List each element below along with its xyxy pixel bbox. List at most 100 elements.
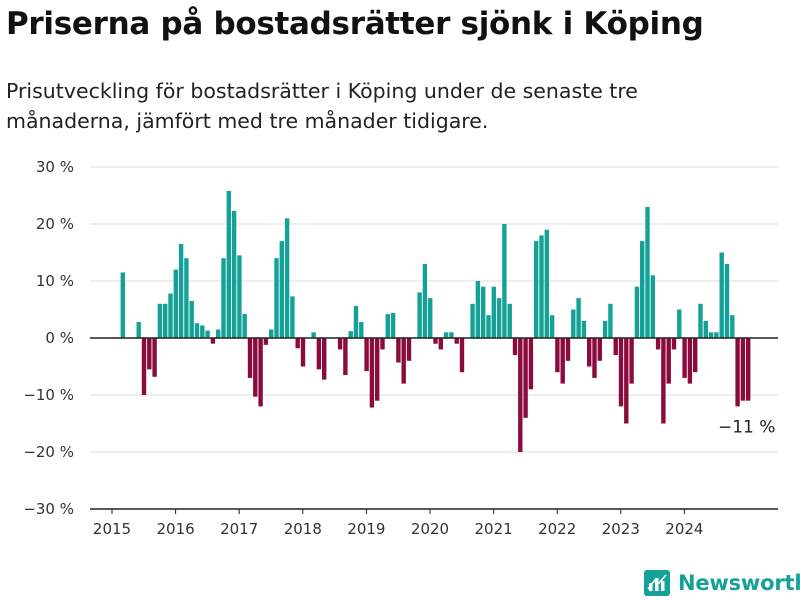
bar xyxy=(295,338,300,349)
bar xyxy=(661,338,666,424)
bar xyxy=(724,263,730,338)
axes xyxy=(90,337,778,514)
chart-subtitle: Prisutveckling för bostadsrätter i Köpin… xyxy=(6,79,638,133)
x-tick-label: 2015 xyxy=(93,520,131,538)
bar xyxy=(618,338,624,407)
x-tick-label: 2022 xyxy=(538,520,576,538)
y-tick-label: 20 % xyxy=(36,215,74,233)
bar xyxy=(406,338,412,361)
bar xyxy=(645,206,650,338)
bar xyxy=(687,338,693,384)
bars xyxy=(120,190,751,452)
bar xyxy=(221,258,226,338)
bar xyxy=(481,286,486,338)
bar xyxy=(518,338,523,452)
bar xyxy=(253,338,258,397)
bar xyxy=(597,338,602,361)
bar xyxy=(576,298,581,338)
bar xyxy=(470,303,475,338)
bar xyxy=(475,281,481,338)
bar xyxy=(390,312,396,338)
bar xyxy=(258,338,263,407)
bar xyxy=(385,314,390,338)
bar xyxy=(396,338,401,363)
bar xyxy=(740,338,746,401)
bar xyxy=(284,218,290,338)
bar xyxy=(539,235,544,338)
x-tick-label: 2020 xyxy=(411,520,449,538)
bar xyxy=(263,338,269,345)
bar xyxy=(120,272,125,338)
bar xyxy=(343,338,348,376)
y-tick-label: −10 % xyxy=(23,386,74,404)
brand-name: Newsworthy xyxy=(678,571,800,595)
bar xyxy=(544,229,549,338)
bar xyxy=(433,338,438,344)
y-tick-label: 10 % xyxy=(36,272,74,290)
bar xyxy=(417,292,422,338)
bar xyxy=(735,338,740,407)
bar xyxy=(613,338,618,356)
y-tick-label: 30 % xyxy=(36,158,74,176)
bar xyxy=(571,309,576,338)
bar xyxy=(401,338,406,384)
bar xyxy=(152,338,157,377)
bar xyxy=(592,338,597,378)
bar xyxy=(269,329,274,338)
bar xyxy=(565,338,571,361)
bar xyxy=(512,338,518,356)
bar xyxy=(555,338,560,373)
bar xyxy=(677,309,682,338)
bar xyxy=(486,315,491,338)
bar xyxy=(380,338,385,350)
bar xyxy=(147,338,152,370)
bar xyxy=(375,338,380,401)
bar xyxy=(364,338,369,372)
bar xyxy=(141,338,147,395)
bar xyxy=(231,210,237,338)
chart-title: Priserna på bostadsrätter sjönk i Köping xyxy=(6,6,704,42)
bar xyxy=(581,320,587,338)
y-tick-label: 0 % xyxy=(45,329,74,347)
bar xyxy=(682,338,687,378)
bar xyxy=(730,315,735,338)
bar-chart: 30 %20 %10 %0 %−10 %−20 %−30 % 2015 2016 2… xyxy=(23,158,778,538)
bar xyxy=(157,303,163,338)
bar xyxy=(189,300,194,338)
y-axis-labels: 30 % 20 % 10 % 0 % −10 % −20 % −30 % xyxy=(23,158,74,518)
bar xyxy=(178,243,184,338)
bar xyxy=(666,338,671,384)
brand-logo[interactable]: Newsworthy xyxy=(644,570,800,596)
bar xyxy=(168,293,173,338)
bar xyxy=(369,338,375,408)
bar xyxy=(353,306,359,338)
x-tick-label: 2016 xyxy=(157,520,195,538)
bar xyxy=(602,320,608,338)
bar xyxy=(714,332,719,338)
bar xyxy=(454,338,459,344)
bar xyxy=(184,258,189,338)
bar xyxy=(534,241,539,338)
bar xyxy=(237,255,242,338)
bar xyxy=(491,286,496,338)
bar xyxy=(438,338,443,350)
bar xyxy=(693,338,698,373)
bar xyxy=(698,303,703,338)
bar xyxy=(640,241,645,338)
bar xyxy=(634,286,640,338)
bar xyxy=(671,338,677,350)
bar xyxy=(624,338,629,424)
bar xyxy=(629,338,634,384)
bar xyxy=(523,338,528,418)
bar xyxy=(650,275,655,338)
bar xyxy=(194,323,200,338)
bar xyxy=(507,303,512,338)
bar xyxy=(502,224,507,338)
x-tick-label: 2021 xyxy=(475,520,513,538)
bar xyxy=(708,332,714,338)
bar xyxy=(655,338,661,350)
x-axis-labels: 2015 2016 2017 2018 2019 2020 2021 2022 2023 2024 xyxy=(93,520,704,538)
x-tick-label: 2018 xyxy=(284,520,322,538)
newsworthy-chart-logo-icon xyxy=(644,570,670,596)
bar xyxy=(348,331,353,338)
